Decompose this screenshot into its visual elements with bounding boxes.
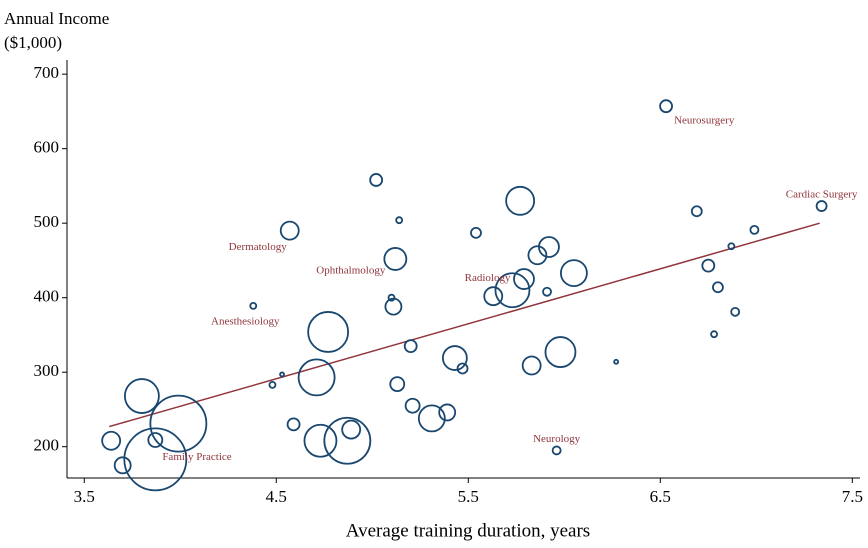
bubble [369, 173, 384, 187]
x-tick-label: 5.5 [458, 487, 479, 506]
point-label: Radiology [465, 272, 511, 284]
bubble [542, 286, 552, 297]
bubble [749, 224, 760, 235]
y-tick-label: 200 [34, 436, 60, 455]
bubble [659, 99, 673, 114]
bubble [323, 416, 372, 465]
bubble [286, 417, 301, 432]
point-label: Family Practice [162, 451, 231, 463]
bubble [101, 430, 122, 451]
bubble [307, 311, 350, 353]
fit-line [109, 222, 820, 428]
bubble [279, 220, 300, 241]
bubble [521, 355, 542, 376]
y-axis-title: Annual Income [4, 9, 109, 28]
bubble [303, 423, 338, 458]
y-tick-label: 700 [34, 63, 60, 82]
point-label: Dermatology [229, 241, 288, 253]
bubble [560, 259, 588, 287]
bubble [268, 380, 277, 389]
bubble [417, 404, 446, 433]
bubble [383, 247, 408, 271]
bubble [395, 216, 404, 225]
bubble [815, 200, 828, 212]
point-label: Cardiac Surgery [786, 189, 858, 201]
bubble [297, 358, 336, 397]
point-label: Anesthesiology [211, 315, 280, 327]
bubble [701, 258, 716, 273]
bubble [389, 376, 406, 393]
x-tick-label: 6.5 [650, 487, 671, 506]
bubble [384, 297, 403, 316]
bubble [730, 306, 741, 317]
x-tick-label: 7.5 [842, 487, 863, 506]
bubble [494, 272, 531, 309]
bubble [441, 345, 468, 371]
bubble [513, 268, 535, 290]
bubble [149, 394, 208, 453]
y-axis-title: ($1,000) [4, 33, 62, 52]
bubble [403, 339, 418, 354]
point-label: Neurology [533, 433, 581, 445]
bubble [113, 456, 132, 475]
bubble [483, 286, 504, 307]
bubble [544, 336, 577, 368]
bubble [249, 301, 258, 310]
bubble [438, 403, 457, 422]
bubble [279, 371, 285, 378]
x-tick-label: 3.5 [74, 487, 95, 506]
bubble [551, 445, 562, 456]
x-tick-label: 4.5 [266, 487, 287, 506]
bubble [470, 226, 482, 239]
point-label: Neurosurgery [674, 115, 735, 127]
bubble [527, 245, 548, 266]
bubble [404, 397, 421, 414]
bubble [123, 378, 160, 414]
x-axis-title: Average training duration, years [346, 520, 590, 541]
bubble [727, 242, 736, 251]
bubble [147, 432, 164, 448]
point-label: Ophthalmology [316, 264, 386, 276]
y-tick-label: 600 [34, 138, 60, 157]
y-tick-label: 500 [34, 212, 60, 231]
y-tick-label: 400 [34, 287, 60, 306]
bubble [456, 362, 469, 375]
bubble [505, 185, 536, 216]
bubble [123, 427, 188, 492]
bubble [710, 330, 718, 339]
bubble [341, 419, 362, 440]
bubble [387, 293, 396, 302]
bubble [712, 281, 724, 294]
bubble [613, 358, 620, 365]
y-tick-label: 300 [34, 361, 60, 380]
bubble [690, 205, 703, 218]
